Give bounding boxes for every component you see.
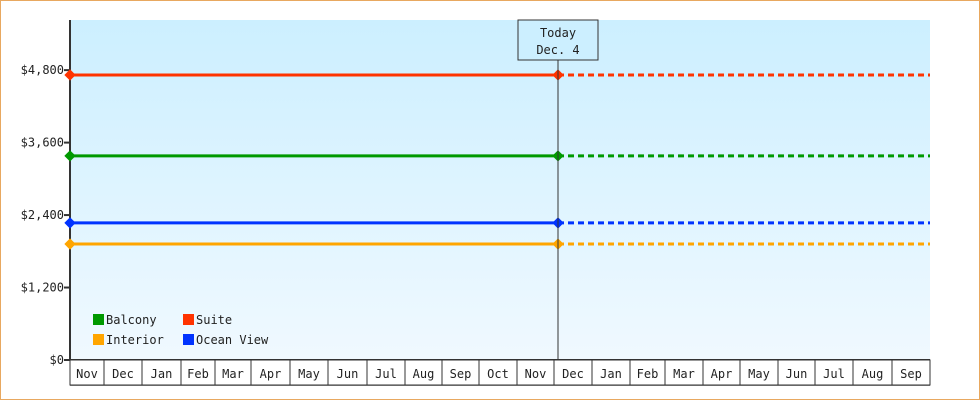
month-cell <box>553 359 593 386</box>
legend-label: Interior <box>106 333 164 347</box>
month-label: Jul <box>823 367 845 381</box>
legend-label: Ocean View <box>196 333 269 347</box>
today-date: Dec. 4 <box>536 43 579 57</box>
month-cell <box>702 359 741 386</box>
month-label: May <box>748 367 770 381</box>
month-cell <box>664 359 704 386</box>
month-label: Sep <box>900 367 922 381</box>
month-label: Nov <box>525 367 547 381</box>
series-lines <box>64 69 930 250</box>
month-label: Jul <box>375 367 397 381</box>
month-label: Nov <box>76 367 98 381</box>
month-label: Aug <box>862 367 884 381</box>
month-cell <box>441 359 480 386</box>
y-tick-label: $3,600 <box>21 136 64 150</box>
today-label-box <box>517 19 599 61</box>
today-label: Today <box>540 26 576 40</box>
month-cell <box>739 359 779 386</box>
month-cell <box>777 359 816 386</box>
month-label: Dec <box>112 367 134 381</box>
month-label: Aug <box>413 367 435 381</box>
month-label: Jun <box>337 367 359 381</box>
y-tick-label: $4,800 <box>21 63 64 77</box>
x-axis: Nov Dec Jan Feb Mar Apr May Jun Jul Aug Sep Oct Nov D… <box>69 359 931 386</box>
legend-swatch <box>183 334 194 345</box>
month-cell <box>852 359 893 386</box>
legend-swatch <box>93 334 104 345</box>
month-cell <box>591 359 631 386</box>
month-cell <box>629 359 666 386</box>
month-label: Feb <box>187 367 209 381</box>
legend: Balcony Suite Interior Ocean View <box>93 313 269 347</box>
month-label: Jan <box>600 367 622 381</box>
legend-swatch <box>183 314 194 325</box>
month-label: Oct <box>487 367 509 381</box>
month-cell <box>327 359 368 386</box>
today-marker: Today Dec. 4 <box>517 19 599 360</box>
plot-area <box>70 20 930 360</box>
y-axis: $0 $1,200 $2,400 $3,600 $4,800 <box>21 20 71 367</box>
month-cell <box>250 359 291 386</box>
month-cell <box>478 359 518 386</box>
month-cell <box>891 359 931 386</box>
y-tick-label: $2,400 <box>21 208 64 222</box>
y-tick-label: $1,200 <box>21 281 64 295</box>
y-tick-label: $0 <box>50 353 64 367</box>
month-label: May <box>298 367 320 381</box>
month-cell <box>69 359 105 386</box>
month-label: Jun <box>786 367 808 381</box>
month-label: Dec <box>562 367 584 381</box>
month-label: Sep <box>450 367 472 381</box>
month-label: Mar <box>673 367 695 381</box>
month-cell <box>103 359 143 386</box>
month-cell <box>516 359 555 386</box>
legend-label: Balcony <box>106 313 157 327</box>
month-label: Mar <box>222 367 244 381</box>
legend-label: Suite <box>196 313 232 327</box>
legend-swatch <box>93 314 104 325</box>
month-cell <box>289 359 329 386</box>
month-label: Feb <box>637 367 659 381</box>
month-label: Apr <box>711 367 733 381</box>
month-label: Apr <box>260 367 282 381</box>
month-label: Jan <box>151 367 173 381</box>
month-cell <box>366 359 406 386</box>
